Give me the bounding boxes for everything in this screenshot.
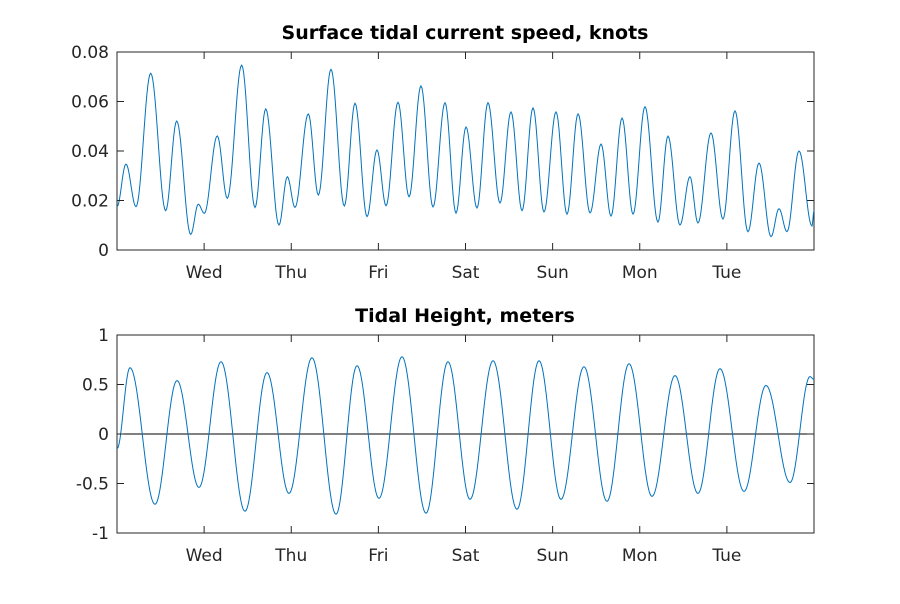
x-tick-label: Tue [711,263,741,283]
y-tick-label: 0.04 [71,142,109,162]
plot-area [116,51,815,251]
y-tick-label: 0.5 [82,376,109,396]
y-tick-label: 0.06 [71,93,109,113]
current-speed-axes: Surface tidal current speed, knots Wed Th… [71,22,815,283]
y-tick-label: 1 [98,326,109,346]
y-tick-label: 0 [98,241,109,261]
y-tick-label: -0.5 [76,475,109,495]
x-tick-label: Sun [536,546,568,566]
y-tick-label: 0 [98,425,109,445]
x-tick-label: Fri [368,263,388,283]
x-tick-label: Thu [274,546,307,566]
chart-title: Surface tidal current speed, knots [282,22,649,44]
x-tick-label: Fri [368,546,388,566]
x-tick-label: Thu [274,263,307,283]
x-tick-label: Wed [186,546,223,566]
x-tick-label: Sat [452,546,480,566]
y-tick-label: 0.02 [71,192,109,212]
x-tick-label: Tue [711,546,741,566]
y-tick-label: -1 [92,524,109,544]
chart-title: Tidal Height, meters [355,305,575,327]
x-tick-label: Wed [186,263,223,283]
tidal-height-axes: Tidal Height, meters Wed Thu Fri Sat Sun Mon T… [76,305,815,566]
series-line [116,356,815,515]
x-tick-label: Mon [622,546,658,566]
series-line [116,64,815,238]
x-tick-label: Sat [452,263,480,283]
y-tick-label: 0.08 [71,43,109,63]
x-tick-label: Mon [622,263,658,283]
x-tick-label: Sun [536,263,568,283]
